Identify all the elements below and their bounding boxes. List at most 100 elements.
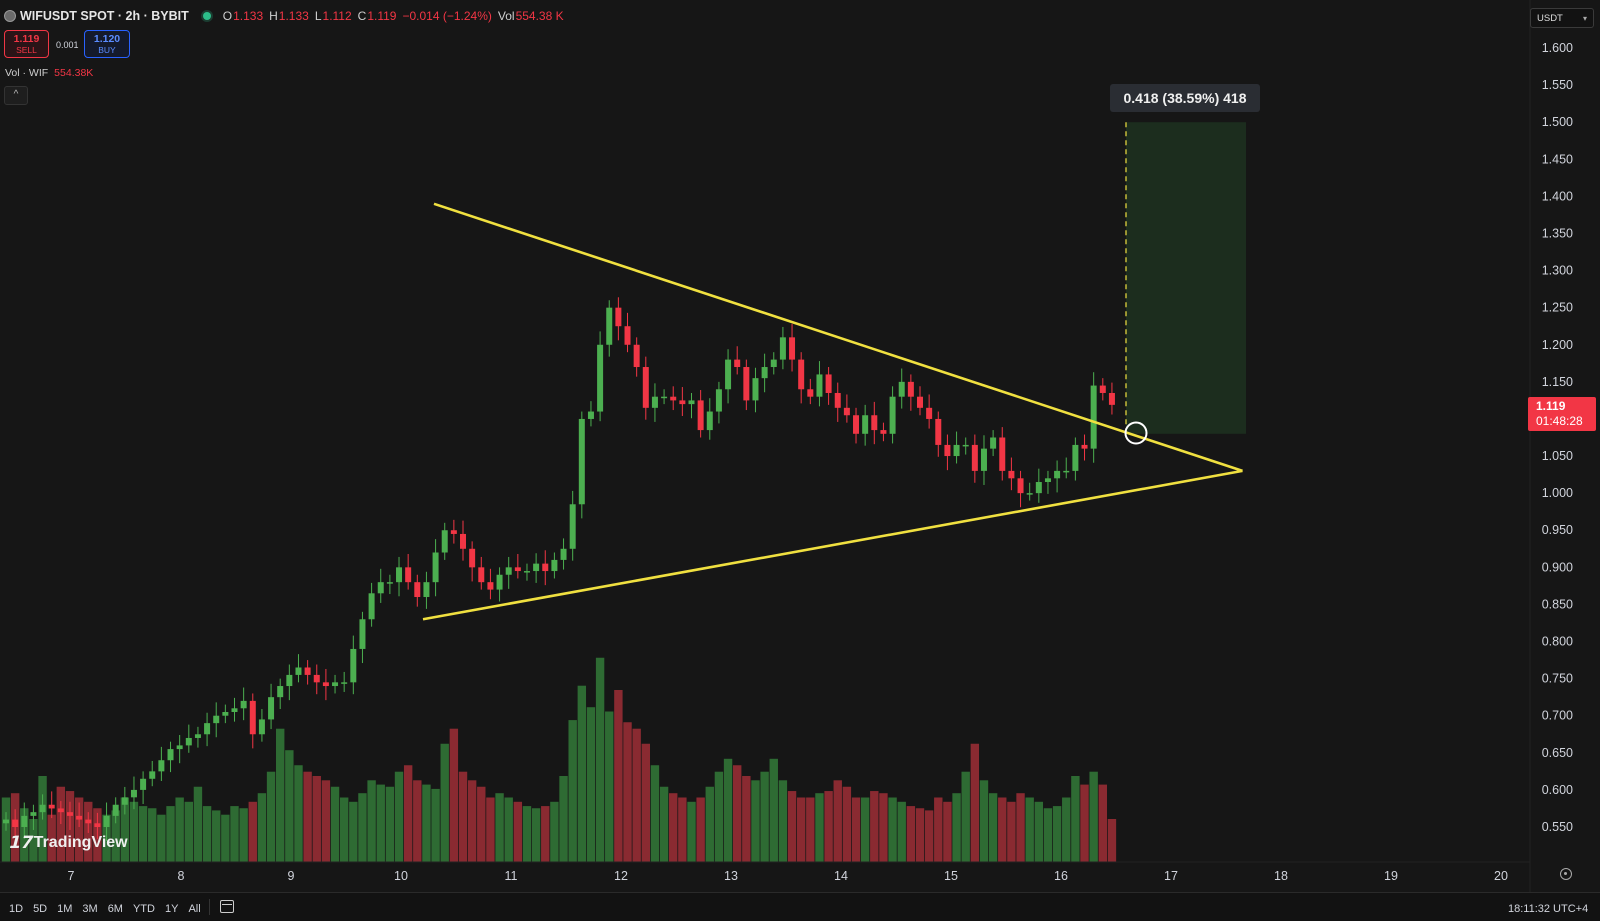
sell-price: 1.119 [13,33,40,45]
volume-bar [1089,771,1098,862]
candle-up [213,715,220,724]
triangle-upper-trendline[interactable] [433,202,1243,473]
chart-background [0,0,1600,892]
volume-bar [74,797,84,862]
time-axis[interactable]: 7 8 9 10 11 12 13 14 15 16 17 18 19 20 [68,869,1508,883]
time-axis-label: 17 [1164,869,1178,883]
volume-bar [221,814,230,862]
volume-bar [586,707,596,862]
close-value: 1.119 [367,9,397,23]
candle-down [999,437,1006,471]
volume-bar [29,819,38,862]
candle-down [66,812,73,816]
triangle-lower-trendline[interactable] [422,469,1243,621]
collapse-legend-button[interactable]: ^ [4,86,28,105]
volume-bar [833,780,842,862]
buy-button[interactable]: 1.120 BUY [84,30,130,58]
candle-up [953,444,960,457]
candle-down [697,400,704,431]
time-axis-label: 8 [178,869,185,883]
candle-down [514,567,521,572]
volume-bar [742,776,751,862]
candle-up [368,593,375,620]
volume-bar [952,793,961,862]
candle-down [734,359,741,368]
volume-bar [376,784,385,862]
candle-up [441,530,448,553]
candle-down [843,407,850,416]
time-axis-label: 10 [394,869,408,883]
range-button-all[interactable]: All [188,903,201,915]
candle-up [980,448,987,471]
volume-bar [175,797,184,862]
candle-up [1063,470,1070,473]
projection-target-zone [1126,122,1246,434]
volume-bar [422,784,431,862]
candle-up [167,749,174,761]
volume-bar [1016,793,1025,862]
settings-gear-icon[interactable] [1560,868,1572,880]
volume-bar [669,793,678,862]
candle-up [240,700,247,709]
candle-down [478,567,485,583]
volume-bar [934,797,943,862]
volume-bar [687,801,696,862]
tradingview-mark-icon: 𝟭𝟳 [8,833,32,852]
volume-bar [778,780,788,862]
candle-up [204,723,211,735]
range-button-3m[interactable]: 3M [82,903,98,915]
range-button-6m[interactable]: 6M [107,903,123,915]
candle-up [523,571,530,573]
candle-down [460,533,466,549]
range-button-1d[interactable]: 1D [9,903,24,915]
candle-down [304,667,311,675]
bottom-toolbar [0,892,1600,921]
volume-bar [760,771,769,862]
volume-bar [824,791,833,862]
candle-up [396,567,403,583]
high-value: 1.133 [278,9,309,23]
calendar-icon[interactable] [220,900,234,913]
candle-down [624,326,631,345]
volume-bar [659,786,669,862]
volume-bar [806,797,815,862]
candle-up [1090,385,1097,449]
symbol-title[interactable]: WIFUSDT SPOT · 2h · BYBIT [20,9,189,23]
price-axis[interactable]: 1.600 1.550 1.500 1.450 1.400 1.350 1.300 1.250… [1542,41,1573,834]
last-price-tag: 1.119 01:48:28 [1528,397,1596,431]
candle-up [496,574,503,590]
volume-bar [943,801,952,862]
time-axis-label: 11 [505,869,518,883]
volume-bar [431,788,440,862]
volume-bar [860,797,870,862]
currency-select[interactable]: USDT ▾ [1530,8,1594,28]
volume-bar [1034,801,1044,862]
range-button-1y[interactable]: 1Y [164,903,179,915]
range-button-5d[interactable]: 5D [33,903,48,915]
candle-up [3,819,9,824]
tradingview-wordmark: TradingView [33,834,128,851]
price-axis-label: 0.550 [1542,820,1573,834]
volume-bar [449,728,459,862]
candle-up [231,708,238,713]
sell-button[interactable]: 1.119 SELL [4,30,49,58]
volume-bar [568,720,577,862]
candle-down [679,400,686,405]
candle-down [798,359,805,390]
volume-bar [202,806,212,862]
candle-down [1099,385,1106,393]
candle-down [1008,470,1015,479]
range-button-ytd[interactable]: YTD [132,903,155,915]
tradingview-logo[interactable]: 𝟭𝟳 TradingView [8,833,128,853]
range-button-1m[interactable]: 1M [57,903,73,915]
volume-bar [212,810,221,862]
candle-down [414,582,421,598]
volume-indicator-legend[interactable]: Vol · WIF 554.38K [5,67,93,79]
utc-clock[interactable]: 18:11:32 UTC+4 [1508,903,1589,915]
volume-bar [924,810,934,862]
candle-up [286,674,293,687]
candle-down [917,396,923,408]
candle-up [432,552,439,583]
price-chart[interactable]: 1.600 1.550 1.500 1.450 1.400 1.350 1.300 1.250… [0,0,1600,892]
candle-up [268,697,275,720]
